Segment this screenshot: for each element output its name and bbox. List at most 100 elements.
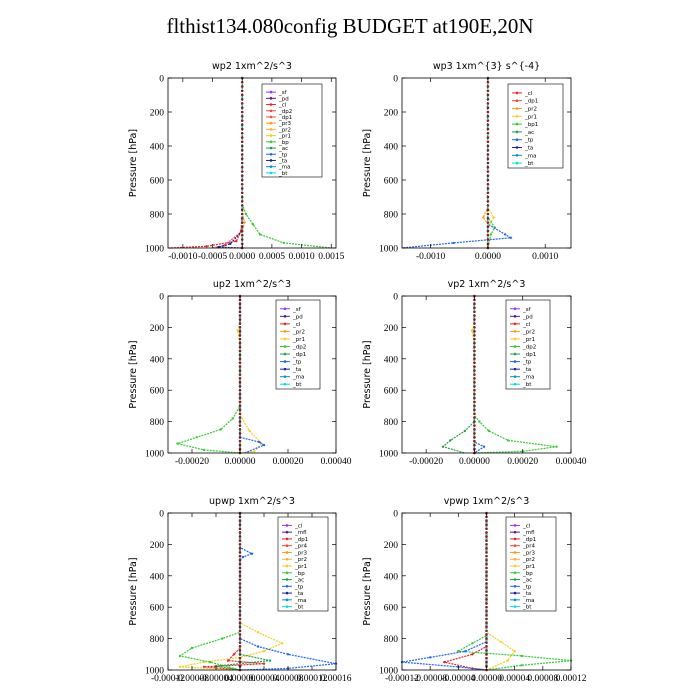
wp3-zero-marker bbox=[486, 119, 490, 122]
vpwp-data-point bbox=[471, 642, 474, 645]
upwp-legend-marker bbox=[285, 537, 289, 541]
upwp-zero-marker bbox=[238, 613, 242, 617]
wp3-data-point bbox=[489, 233, 492, 236]
wp3-legend-entry: _cl bbox=[524, 91, 533, 97]
wp2-y-tick-label: 200 bbox=[150, 109, 165, 119]
vp2-panel-title: vp2 1xm^2/s^3 bbox=[448, 279, 526, 290]
upwp-zero-marker bbox=[238, 590, 242, 593]
vpwp-zero-marker bbox=[485, 633, 488, 636]
up2-series-line-pr1 bbox=[236, 296, 263, 454]
wp2-legend-entry: _ta bbox=[278, 158, 287, 164]
wp3-zero-marker bbox=[486, 85, 490, 88]
up2-legend-entry: _bt bbox=[292, 382, 302, 388]
wp2-legend-marker bbox=[269, 121, 273, 125]
upwp-y-tick-label: 800 bbox=[150, 635, 165, 645]
up2-zero-marker bbox=[238, 428, 242, 431]
up2-zero-marker bbox=[238, 306, 242, 310]
vpwp-zero-marker bbox=[485, 535, 488, 538]
vp2-x-tick-label: 0.00040 bbox=[556, 457, 587, 467]
wp2-zero-marker bbox=[240, 195, 244, 199]
upwp-data-point bbox=[226, 659, 230, 662]
vp2-data-point bbox=[441, 445, 445, 448]
vp2-y-tick-label: 400 bbox=[384, 355, 399, 365]
up2-zero-marker bbox=[238, 365, 242, 368]
upwp-panel: upwp 1xm^2/s^3 Pressure [hPa] 0 200 400 600 80… bbox=[128, 496, 352, 684]
vpwp-legend-marker bbox=[513, 551, 517, 554]
upwp-data-point bbox=[241, 555, 245, 559]
upwp-y-tick-label: 600 bbox=[150, 604, 165, 614]
wp2-zero-marker bbox=[240, 102, 244, 105]
vp2-data-point bbox=[507, 439, 510, 442]
vpwp-zero-marker bbox=[485, 641, 488, 644]
upwp-zero-marker bbox=[238, 621, 242, 625]
up2-legend-entry: _cl bbox=[292, 322, 301, 328]
upwp-legend-marker bbox=[285, 530, 289, 534]
up2-data-point bbox=[258, 440, 261, 444]
wp3-y-tick-label: 200 bbox=[384, 109, 399, 119]
vpwp-y-tick-label: 0 bbox=[393, 510, 398, 520]
wp2-y-tick-label: 400 bbox=[150, 143, 165, 153]
vp2-legend-entry: _dp1 bbox=[522, 352, 536, 358]
upwp-x-tick-label: 0.00000 bbox=[225, 674, 256, 684]
up2-zero-marker bbox=[238, 443, 242, 447]
vpwp-zero-marker bbox=[485, 598, 488, 601]
wp2-y-axis-label: Pressure [hPa] bbox=[128, 129, 139, 197]
vpwp-panel-title: vpwp 1xm^2/s^3 bbox=[444, 496, 530, 507]
wp3-y-tick-label: 400 bbox=[384, 143, 399, 153]
vp2-data-point bbox=[487, 429, 491, 433]
wp3-data-point bbox=[509, 236, 512, 239]
up2-zero-marker bbox=[238, 337, 242, 341]
upwp-zero-marker bbox=[238, 656, 242, 660]
up2-legend-marker bbox=[283, 337, 287, 341]
upwp-legend-entry: _pr1 bbox=[294, 564, 307, 570]
vpwp-legend-entry: _tp bbox=[522, 584, 532, 590]
vp2-data-point bbox=[555, 445, 558, 448]
vp2-x-tick-label: 0.00020 bbox=[507, 457, 538, 467]
up2-legend-entry: _pr1 bbox=[292, 337, 305, 343]
vp2-zero-marker bbox=[473, 377, 476, 380]
vpwp-zero-marker bbox=[485, 621, 488, 625]
wp3-zero-marker bbox=[486, 187, 490, 190]
up2-zero-marker bbox=[238, 369, 242, 372]
wp2-zero-marker bbox=[240, 212, 244, 216]
vp2-zero-marker bbox=[473, 341, 476, 345]
up2-zero-marker bbox=[238, 349, 242, 353]
vpwp-data-point bbox=[520, 664, 523, 667]
upwp-data-point bbox=[250, 552, 254, 555]
vpwp-data-point bbox=[471, 653, 474, 656]
vp2-zero-marker bbox=[473, 333, 476, 337]
wp2-zero-marker bbox=[240, 148, 244, 152]
wp3-zero-marker bbox=[486, 89, 490, 93]
up2-legend-marker bbox=[283, 352, 287, 356]
wp2-zero-marker bbox=[240, 182, 244, 186]
vpwp-legend-marker bbox=[513, 564, 517, 568]
upwp-zero-marker bbox=[238, 594, 242, 597]
wp3-zero-marker bbox=[486, 212, 490, 216]
up2-panel: up2 1xm^2/s^3 Pressure [hPa] 0 200 400 600 800… bbox=[128, 279, 352, 467]
up2-zero-marker bbox=[238, 384, 242, 388]
vpwp-legend-marker bbox=[513, 557, 517, 561]
vpwp-data-point bbox=[457, 650, 460, 653]
wp2-legend-marker bbox=[269, 115, 273, 119]
figure-title: flthist134.080config BUDGET at190E,20N bbox=[166, 14, 534, 38]
wp2-zero-marker bbox=[240, 208, 244, 212]
wp2-legend-marker bbox=[269, 97, 273, 100]
up2-y-tick-label: 600 bbox=[150, 387, 165, 397]
up2-zero-marker bbox=[238, 326, 242, 329]
upwp-data-point bbox=[232, 653, 236, 656]
upwp-legend-marker bbox=[285, 571, 289, 575]
wp2-zero-marker bbox=[240, 144, 244, 148]
wp2-zero-marker bbox=[240, 97, 244, 101]
upwp-zero-marker bbox=[238, 547, 242, 550]
vpwp-zero-marker bbox=[485, 550, 488, 554]
wp2-legend-marker bbox=[269, 171, 273, 175]
vp2-legend-entry: _pr1 bbox=[522, 337, 535, 343]
wp2-zero-marker bbox=[240, 127, 244, 131]
vp2-legend-box bbox=[505, 299, 551, 390]
upwp-zero-marker bbox=[238, 653, 242, 656]
vpwp-y-tick-label: 1000 bbox=[379, 667, 398, 677]
vpwp-data-point bbox=[513, 650, 516, 653]
upwp-series-line-dp1 bbox=[203, 513, 265, 671]
wp3-legend-marker bbox=[515, 107, 519, 110]
vpwp-legend-entry: _ta bbox=[522, 591, 531, 597]
